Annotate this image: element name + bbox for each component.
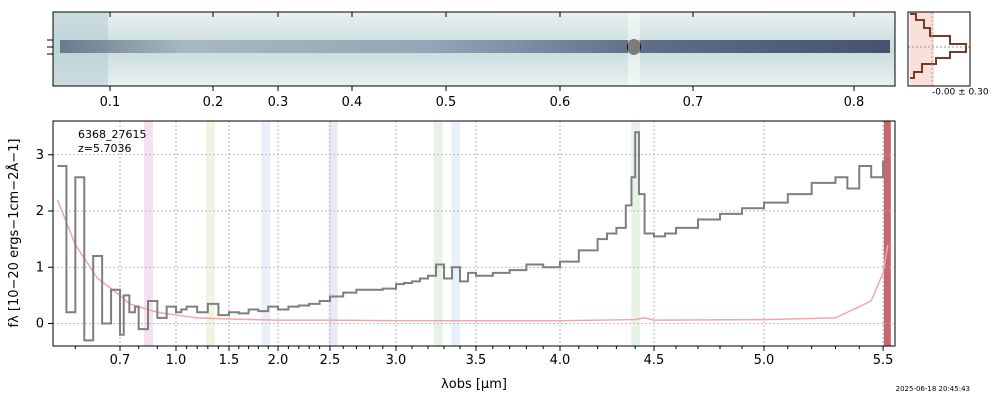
emission-band [328,121,338,346]
1d-spectrum-panel: 0.7 1.0 1.5 2.0 2.5 3.0 3.5 4.0 4.5 5.0 5.5 0 1 2 3 6… [6,120,896,392]
hist-frame [907,11,971,87]
x-tick-label: 4.0 [550,353,571,368]
y-tick-label: 1 [36,260,44,275]
y-tick-label: 3 [36,148,44,163]
top-x-tick-label: 0.4 [342,95,363,110]
main-plot-area [53,121,895,346]
x-tick-label: 1.5 [219,353,240,368]
error-spectrum-line [56,199,889,322]
emission-band [144,121,153,346]
emission-band [261,121,271,346]
x-axis-title: λobs [μm] [441,377,507,392]
x-tick-label: 3.0 [386,353,407,368]
x-tick-label: 2.5 [320,353,341,368]
top-x-tick-label: 0.1 [100,95,121,110]
x-tick-label: 5.5 [873,353,894,368]
top-x-ticks: 0.1 0.2 0.3 0.4 0.5 0.6 0.7 0.8 [100,12,865,110]
emission-band [451,121,461,346]
top-x-tick-label: 0.2 [203,95,224,110]
grid-lines [53,121,895,346]
emission-line-bands [144,121,891,346]
x-tick-label: 3.5 [466,353,487,368]
x-tick-label: 4.5 [644,353,665,368]
top-x-tick-label: 0.5 [436,95,457,110]
flux-spectrum-line [57,131,885,342]
histogram-panel: -0.00 ± 0.30 [907,11,989,98]
emission-band [433,121,443,346]
main-plot-frame [52,120,896,347]
y-axis-title: fλ [10−20 ergs−1cm−2Å−1] [6,139,22,328]
top-x-tick-label: 0.8 [844,95,865,110]
emission-band [883,121,891,346]
top-x-tick-label: 0.6 [550,95,571,110]
top-x-tick-label: 0.7 [683,95,704,110]
y-tick-label: 2 [36,204,44,219]
2d-trace [60,40,890,53]
2d-spectrum-panel: 0.1 0.2 0.3 0.4 0.5 0.6 0.7 0.8 [47,11,896,110]
hist-stat-label: -0.00 ± 0.30 [932,88,989,98]
main-x-ticks: 0.7 1.0 1.5 2.0 2.5 3.0 3.5 4.0 4.5 5.0 5.5 [74,346,894,368]
redshift-label: z=5.7036 [78,142,131,155]
y-tick-label: 0 [36,317,44,332]
2d-emission-blob [627,39,641,55]
x-tick-label: 2.0 [268,353,289,368]
top-x-tick-label: 0.3 [268,95,289,110]
2d-emission-column [628,12,640,86]
x-tick-label: 5.0 [754,353,775,368]
x-tick-label: 0.7 [110,353,131,368]
main-y-ticks: 0 1 2 3 [36,148,53,332]
hist-outline [910,13,967,79]
emission-band [631,121,641,346]
2d-image-frame [52,11,896,87]
x-tick-label: 1.0 [166,353,187,368]
emission-band [205,121,215,346]
object-id-label: 6368_27615 [78,128,147,141]
timestamp: 2025-06-18 20:45:43 [896,385,970,393]
